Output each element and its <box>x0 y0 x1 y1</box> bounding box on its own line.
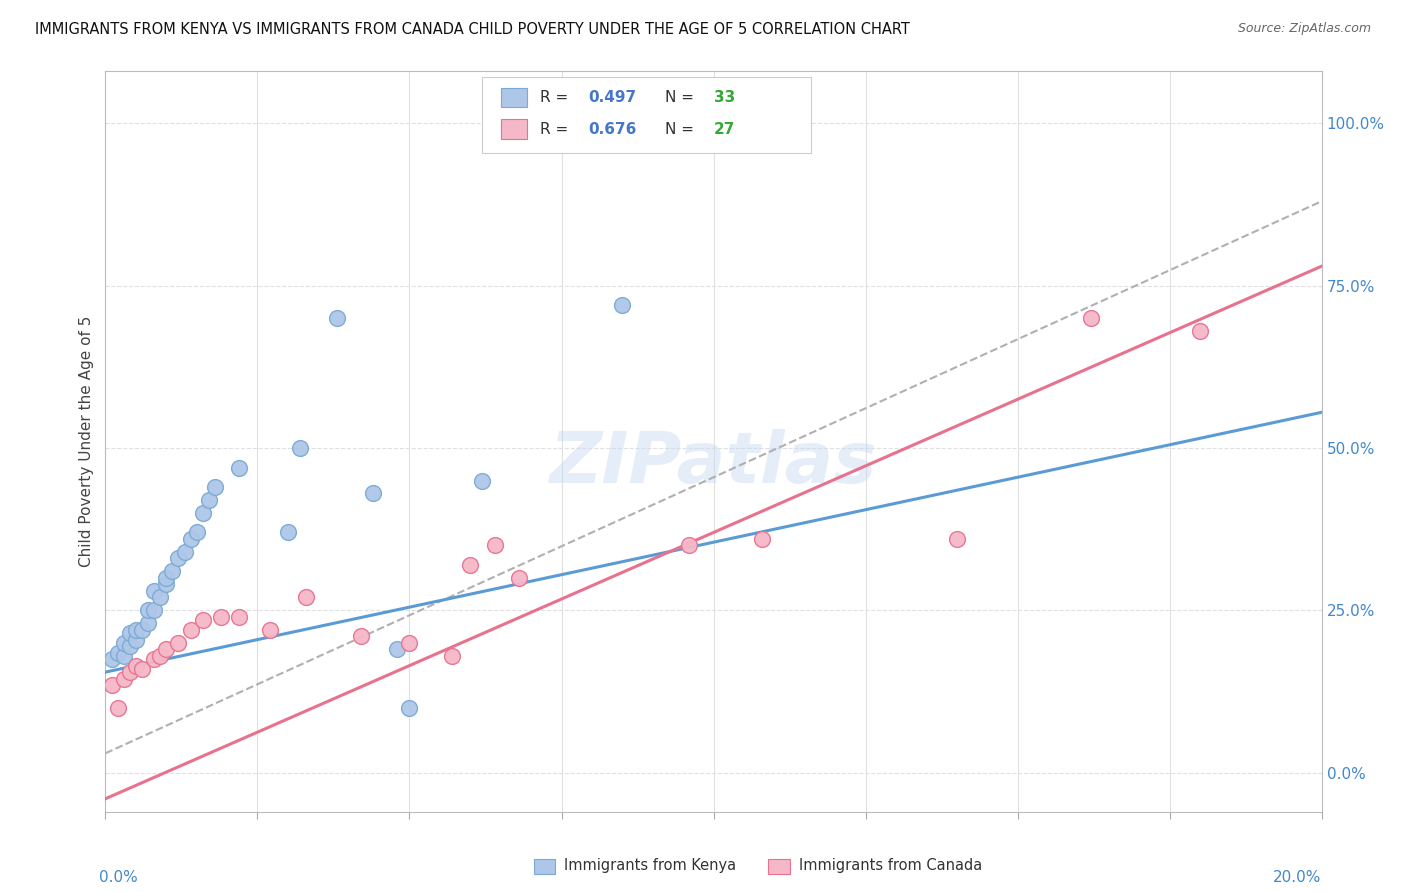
Point <box>484 538 506 552</box>
Point <box>361 486 384 500</box>
Point <box>162 565 184 579</box>
FancyBboxPatch shape <box>768 859 790 874</box>
Point <box>100 652 122 666</box>
Point <box>398 701 420 715</box>
FancyBboxPatch shape <box>501 87 527 107</box>
Point <box>398 636 420 650</box>
Point <box>228 610 250 624</box>
FancyBboxPatch shape <box>533 859 555 874</box>
Text: R =: R = <box>540 121 572 136</box>
FancyBboxPatch shape <box>501 120 527 139</box>
Point <box>143 603 166 617</box>
Point <box>131 662 153 676</box>
Point <box>155 642 177 657</box>
Y-axis label: Child Poverty Under the Age of 5: Child Poverty Under the Age of 5 <box>79 316 94 567</box>
Point <box>1188 324 1211 338</box>
Point <box>167 551 190 566</box>
Point <box>107 646 129 660</box>
Text: Source: ZipAtlas.com: Source: ZipAtlas.com <box>1237 22 1371 36</box>
Point <box>118 665 141 679</box>
Text: Immigrants from Canada: Immigrants from Canada <box>799 857 981 872</box>
Point <box>295 591 318 605</box>
Point <box>204 480 226 494</box>
Text: N =: N = <box>665 121 699 136</box>
Text: N =: N = <box>665 90 699 104</box>
Point <box>191 506 214 520</box>
Text: 20.0%: 20.0% <box>1274 871 1322 885</box>
Point <box>173 545 195 559</box>
Point <box>125 658 148 673</box>
Point <box>259 623 281 637</box>
Text: IMMIGRANTS FROM KENYA VS IMMIGRANTS FROM CANADA CHILD POVERTY UNDER THE AGE OF 5: IMMIGRANTS FROM KENYA VS IMMIGRANTS FROM… <box>35 22 910 37</box>
FancyBboxPatch shape <box>482 78 811 153</box>
Text: ZIPatlas: ZIPatlas <box>550 429 877 499</box>
Point <box>125 623 148 637</box>
Point <box>288 441 311 455</box>
Point <box>112 672 135 686</box>
Point <box>136 616 159 631</box>
Point <box>191 613 214 627</box>
Point <box>112 636 135 650</box>
Point <box>149 591 172 605</box>
Point <box>118 626 141 640</box>
Point <box>325 311 347 326</box>
Point <box>1080 311 1102 326</box>
Point <box>458 558 481 572</box>
Point <box>751 532 773 546</box>
Point <box>350 629 373 643</box>
Point <box>131 623 153 637</box>
Point <box>508 571 530 585</box>
Text: 0.0%: 0.0% <box>100 871 138 885</box>
Point <box>209 610 232 624</box>
Point <box>441 648 464 663</box>
Point <box>277 525 299 540</box>
Point <box>149 648 172 663</box>
Text: 33: 33 <box>713 90 735 104</box>
Point <box>612 298 634 312</box>
Point <box>228 460 250 475</box>
Text: Immigrants from Kenya: Immigrants from Kenya <box>564 857 737 872</box>
Point <box>387 642 409 657</box>
Point <box>471 474 494 488</box>
Point <box>143 652 166 666</box>
Point <box>167 636 190 650</box>
Point <box>155 577 177 591</box>
Point <box>107 701 129 715</box>
Point <box>125 632 148 647</box>
Point <box>945 532 967 546</box>
Point <box>180 532 202 546</box>
Point <box>678 538 700 552</box>
Text: R =: R = <box>540 90 572 104</box>
Point <box>180 623 202 637</box>
Point <box>136 603 159 617</box>
Point <box>155 571 177 585</box>
Text: 27: 27 <box>713 121 735 136</box>
Point <box>198 493 221 508</box>
Text: 0.497: 0.497 <box>588 90 637 104</box>
Text: 0.676: 0.676 <box>588 121 637 136</box>
Point <box>143 583 166 598</box>
Point <box>118 639 141 653</box>
Point <box>100 678 122 692</box>
Point <box>112 648 135 663</box>
Point <box>186 525 208 540</box>
